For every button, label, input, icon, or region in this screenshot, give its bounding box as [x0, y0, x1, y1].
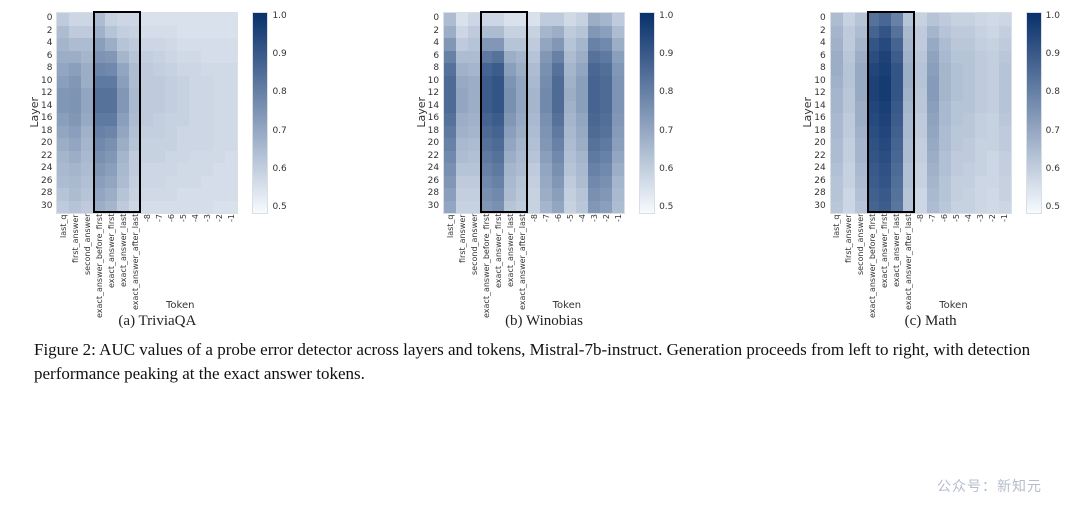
panel-triviaqa: Layer024681012141618202224262830 1.00.90.…: [28, 12, 287, 330]
y-ticks: 024681012141618202224262830: [41, 12, 56, 212]
colorbar: [639, 12, 655, 214]
x-ticks: last_qfirst_answersecond_answerexact_ans…: [58, 214, 238, 334]
figure-page: Layer0246810121416182022242628301.00.90.…: [0, 0, 1080, 518]
heatmap-math: [830, 12, 1012, 214]
y-axis-label: Layer: [28, 12, 41, 212]
colorbar: [1026, 12, 1042, 214]
y-ticks: 024681012141618202224262830: [814, 12, 829, 212]
colorbar-ticks: 1.00.90.80.70.60.5: [272, 12, 286, 212]
watermark: 公众号：新知元: [937, 476, 1042, 496]
figure-caption: Figure 2: AUC values of a probe error de…: [28, 338, 1060, 386]
y-axis-label: Layer: [415, 12, 428, 212]
y-axis-label: Layer: [801, 12, 814, 212]
colorbar: [252, 12, 268, 214]
x-ticks: last_qfirst_answersecond_answerexact_ans…: [831, 214, 1011, 334]
panels-row: Layer0246810121416182022242628301.00.90.…: [28, 12, 1060, 330]
y-ticks: 024681012141618202224262830: [428, 12, 443, 212]
panel-math: Layer024681012141618202224262830 1.00.90.…: [801, 12, 1060, 330]
panel-winobias: Layer024681012141618202224262830 1.00.90.…: [415, 12, 674, 330]
colorbar-ticks: 1.00.90.80.70.60.5: [659, 12, 673, 212]
heatmap-winobias: [443, 12, 625, 214]
colorbar-ticks: 1.00.90.80.70.60.5: [1046, 12, 1060, 212]
x-ticks: last_qfirst_answersecond_answerexact_ans…: [445, 214, 625, 334]
heatmap-triviaqa: [56, 12, 238, 214]
